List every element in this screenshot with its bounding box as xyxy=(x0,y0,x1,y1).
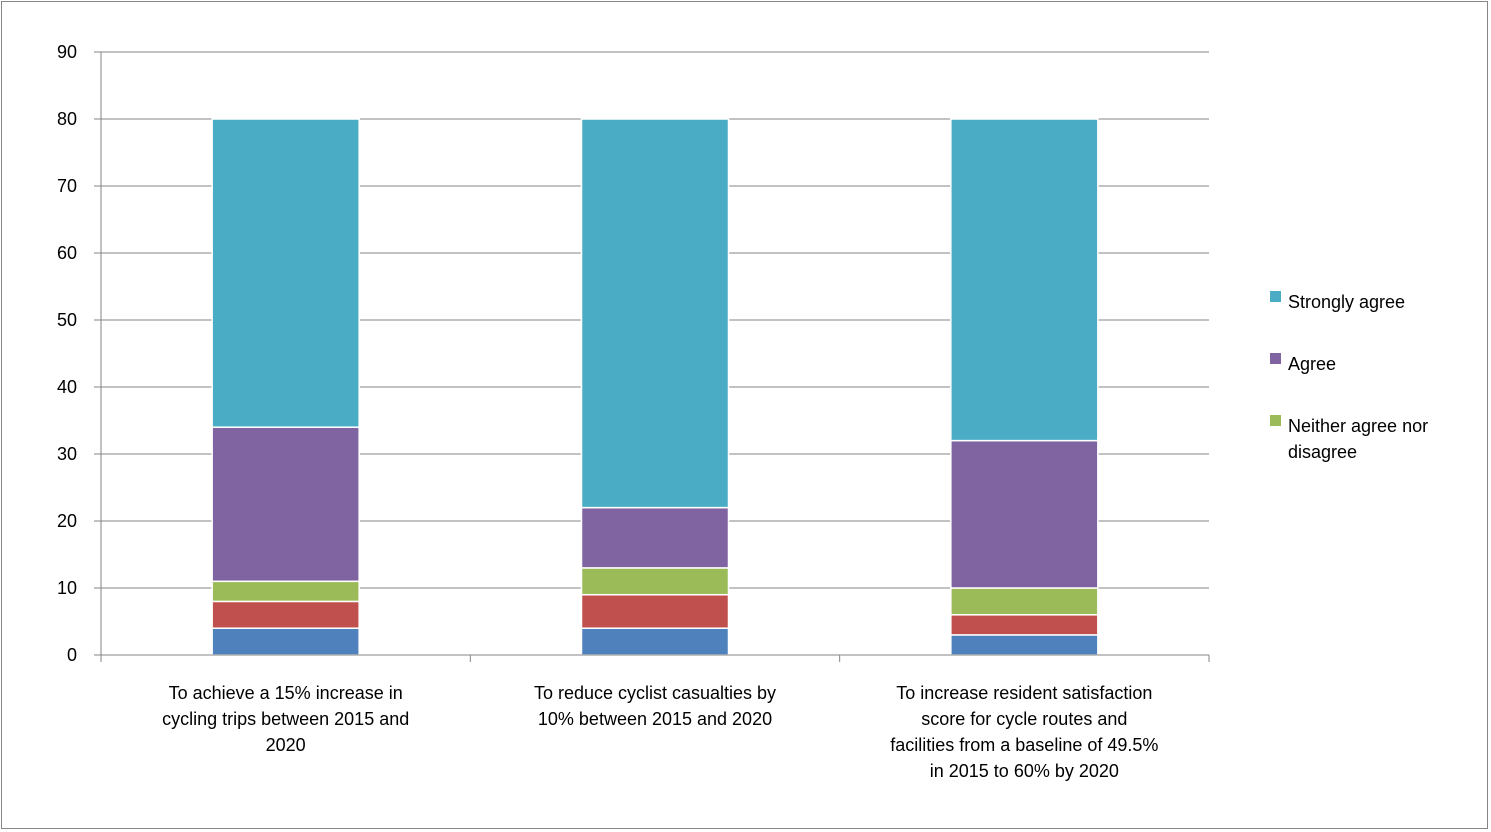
legend-item: Neither agree nor disagree xyxy=(1270,415,1428,462)
bar-segment-s2 xyxy=(580,593,730,629)
bar-segment-strongly-agree xyxy=(211,118,360,428)
y-tick-label: 50 xyxy=(57,310,77,330)
category-labels: To achieve a 15% increase in cycling trip… xyxy=(162,683,1158,781)
y-tick-label: 70 xyxy=(57,176,77,196)
y-tick-label: 20 xyxy=(57,511,77,531)
y-tick-labels: 0 10 20 30 40 50 60 70 80 90 xyxy=(57,42,77,665)
bar-segment-neither-agree-nor-disagree xyxy=(580,567,730,596)
bar-segment-agree xyxy=(580,506,730,569)
legend-swatch xyxy=(1270,415,1281,426)
y-tick-label: 90 xyxy=(57,42,77,62)
bar-segment-s1 xyxy=(580,627,730,656)
bar-segment-agree xyxy=(950,439,1099,589)
bars xyxy=(211,118,1099,656)
bar-segment-neither-agree-nor-disagree xyxy=(950,587,1099,616)
x-category-label: To increase resident satisfaction score f… xyxy=(890,683,1158,781)
legend-label: Neither agree nor disagree xyxy=(1288,416,1428,462)
y-tick-label: 10 xyxy=(57,578,77,598)
legend-item: Agree xyxy=(1270,353,1336,374)
bar-segment-s1 xyxy=(950,634,1099,656)
y-tick-label: 60 xyxy=(57,243,77,263)
legend-label: Strongly agree xyxy=(1288,292,1405,312)
bar-segment-neither-agree-nor-disagree xyxy=(211,580,360,603)
legend-swatch xyxy=(1270,291,1281,302)
y-tick-label: 40 xyxy=(57,377,77,397)
bar-segment-strongly-agree xyxy=(580,118,730,509)
y-tick-label: 0 xyxy=(67,645,77,665)
y-tick-label: 30 xyxy=(57,444,77,464)
y-tick-label: 80 xyxy=(57,109,77,129)
legend: Strongly agree Agree Neither agree nor disa… xyxy=(1270,291,1428,462)
bar-segment-s2 xyxy=(211,600,360,629)
axes xyxy=(94,51,1210,662)
bar-segment-s2 xyxy=(950,614,1099,636)
bar-segment-s1 xyxy=(211,627,360,656)
bar-segment-strongly-agree xyxy=(950,118,1099,442)
x-category-label: To achieve a 15% increase in cycling trip… xyxy=(162,683,409,755)
legend-label: Agree xyxy=(1288,354,1336,374)
legend-swatch xyxy=(1270,353,1281,364)
legend-item: Strongly agree xyxy=(1270,291,1405,312)
x-category-label: To reduce cyclist casualties by 10% betwe… xyxy=(534,683,776,729)
bar-segment-agree xyxy=(211,426,360,583)
